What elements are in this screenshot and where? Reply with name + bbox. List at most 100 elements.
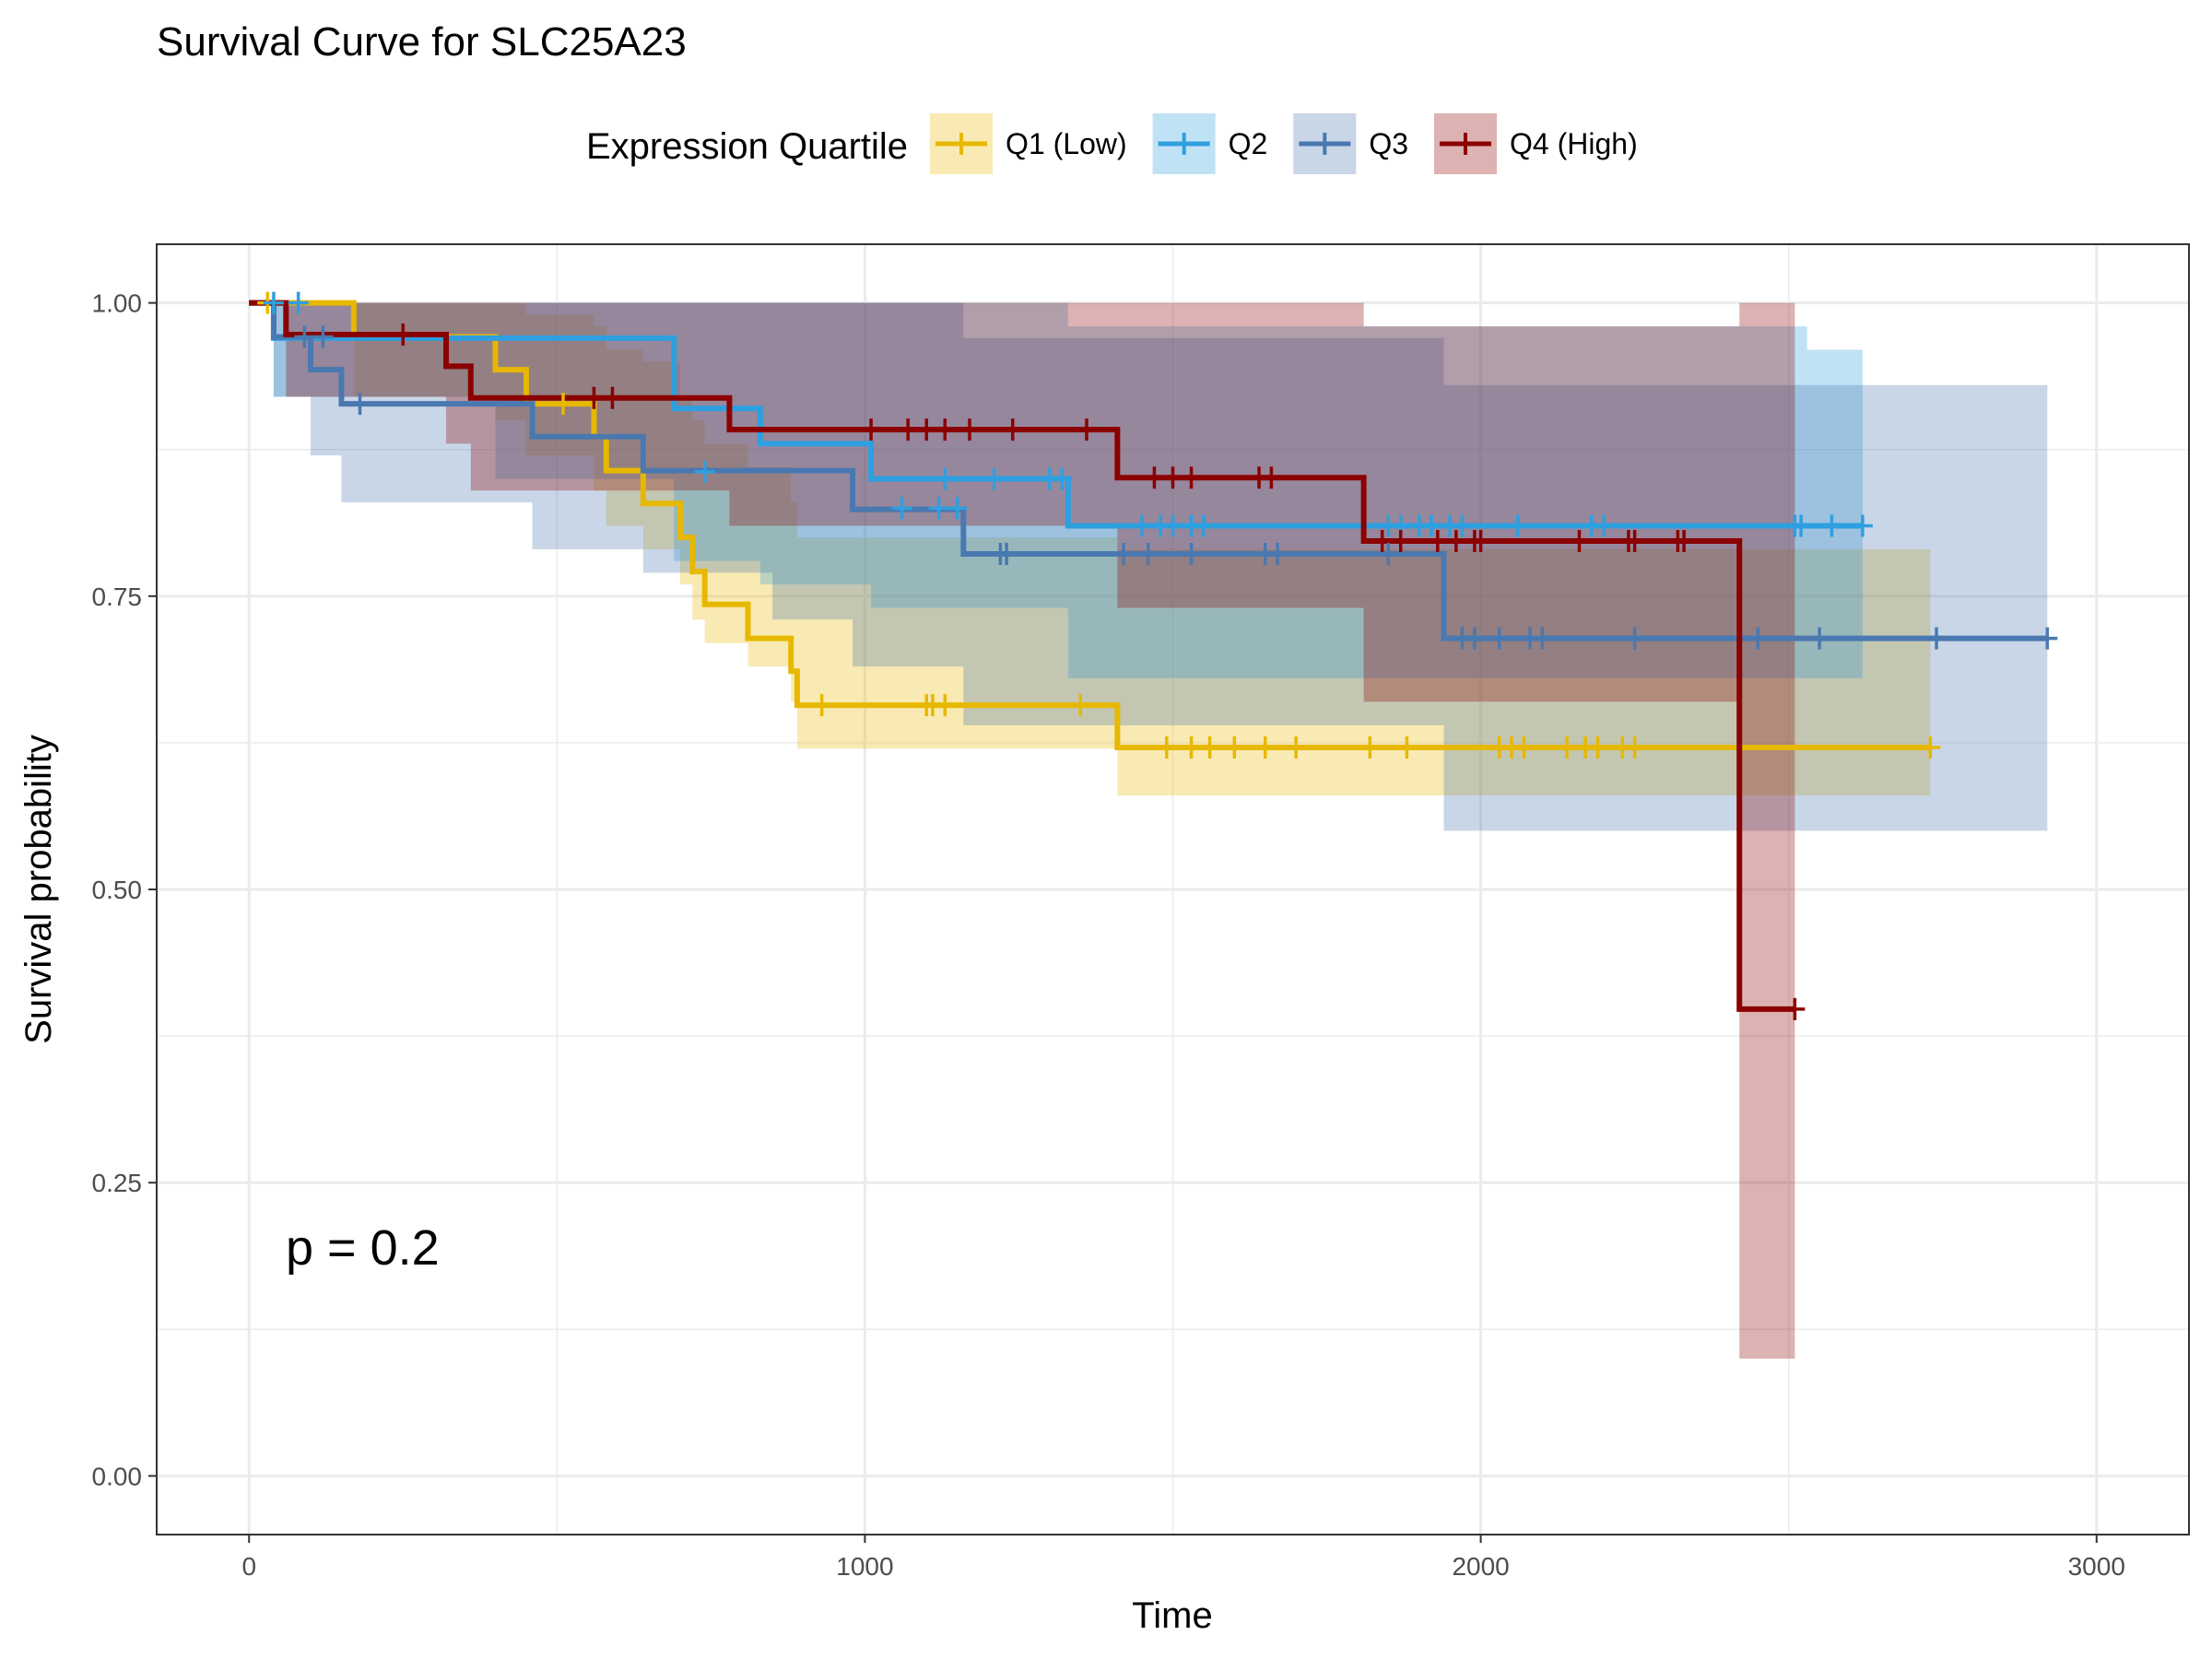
chart-title: Survival Curve for SLC25A23 (157, 19, 687, 65)
censor-mark (1162, 514, 1183, 537)
censor-mark (1926, 627, 1947, 650)
censor-mark (811, 694, 832, 717)
censor-mark (1747, 627, 1769, 650)
y-tick-label: 0.00 (92, 1462, 143, 1490)
censor-mark (1452, 514, 1473, 537)
censor-mark (553, 393, 573, 416)
censor-mark (1791, 514, 1812, 537)
censor-mark (935, 694, 956, 717)
censor-mark (263, 291, 284, 314)
censor-mark (1470, 530, 1491, 552)
censor-mark (891, 497, 912, 520)
censor-mark (1070, 694, 1091, 717)
survival-curve (249, 300, 1931, 750)
censor-mark (916, 418, 937, 441)
ci-band (249, 302, 1795, 1359)
censor-mark (1181, 736, 1202, 759)
censor-mark (959, 418, 980, 441)
legend-label: Q3 (1369, 127, 1408, 160)
censor-mark (602, 386, 623, 409)
censor-mark (1144, 466, 1165, 489)
censor-mark (1224, 736, 1245, 759)
censor-mark (1076, 418, 1097, 441)
censor-mark (1624, 530, 1645, 552)
censor-mark (1427, 530, 1448, 552)
censor-mark (288, 291, 309, 314)
censor-mark (294, 325, 315, 348)
censor-mark (1052, 467, 1073, 490)
y-tick-label: 0.25 (92, 1169, 143, 1197)
censor-mark (1587, 736, 1608, 759)
x-tick-label: 3000 (2068, 1552, 2125, 1581)
censor-mark (1199, 736, 1220, 759)
censor-mark (996, 543, 1018, 565)
censor-mark (1267, 543, 1288, 565)
legend-label: Q2 (1229, 127, 1268, 160)
censor-mark (1162, 466, 1183, 489)
censor-mark (2037, 627, 2058, 650)
censor-mark (1784, 997, 1806, 1020)
legend-title: Expression Quartile (586, 126, 908, 167)
censor-mark (1421, 514, 1442, 537)
censor-mark (1156, 736, 1177, 759)
p-value-annotation: p = 0.2 (286, 1220, 440, 1276)
censor-mark (1809, 627, 1830, 650)
censor-mark (1821, 514, 1842, 537)
censor-mark (1359, 736, 1381, 759)
censor-mark (349, 393, 371, 416)
censor-mark (1261, 466, 1282, 489)
legend-label: Q4 (High) (1510, 127, 1638, 160)
censor-mark (1624, 736, 1645, 759)
censor-mark (898, 418, 919, 441)
ci-band (249, 302, 1931, 796)
y-tick-label: 0.50 (92, 876, 143, 904)
censor-mark (1464, 627, 1485, 650)
censor-mark (1002, 418, 1023, 441)
ci-band (249, 302, 2048, 831)
censor-mark (393, 324, 414, 346)
censor-mark (1557, 736, 1578, 759)
censor-mark (1137, 543, 1159, 565)
censor-mark (583, 386, 605, 409)
censor-mark (1378, 543, 1399, 565)
censor-mark (1254, 736, 1276, 759)
censor-mark (1286, 736, 1307, 759)
censor-mark (1390, 530, 1411, 552)
x-tick-label: 0 (241, 1552, 256, 1581)
censor-mark (935, 467, 956, 490)
censor-mark (1674, 530, 1695, 552)
y-tick-label: 0.75 (92, 582, 143, 611)
legend-label: Q1 (Low) (1006, 127, 1127, 160)
censor-mark (1569, 530, 1590, 552)
censor-mark (1132, 514, 1153, 537)
censor-mark (1507, 514, 1528, 537)
censor-mark (694, 460, 715, 483)
censor-mark (312, 325, 334, 348)
censor-mark (1513, 736, 1535, 759)
censor-mark (1852, 514, 1873, 537)
censor-mark (947, 497, 968, 520)
censor-mark (1193, 514, 1214, 537)
censor-mark (861, 418, 882, 441)
censor-mark (1181, 466, 1202, 489)
censor-mark (1396, 736, 1418, 759)
survival-curve (249, 300, 2048, 641)
censor-mark (1113, 543, 1135, 565)
censor-mark (1624, 627, 1645, 650)
censor-mark (1371, 530, 1393, 552)
censor-mark (983, 467, 1005, 490)
censor-mark (1532, 627, 1553, 650)
x-tick-label: 2000 (1452, 1552, 1509, 1581)
y-tick-label: 1.00 (92, 289, 143, 318)
censor-mark (1594, 514, 1615, 537)
x-tick-label: 1000 (836, 1552, 893, 1581)
legend: Expression Quartile Q1 (Low) Q2 Q3 Q4 (High… (586, 113, 1638, 174)
censor-mark (1488, 627, 1510, 650)
censor-mark (1920, 736, 1941, 759)
censor-mark (1181, 543, 1202, 565)
y-axis-title: Survival probability (18, 735, 59, 1044)
x-axis-title: Time (1132, 1595, 1212, 1636)
censor-mark (1445, 530, 1466, 552)
censor-mark (935, 418, 956, 441)
